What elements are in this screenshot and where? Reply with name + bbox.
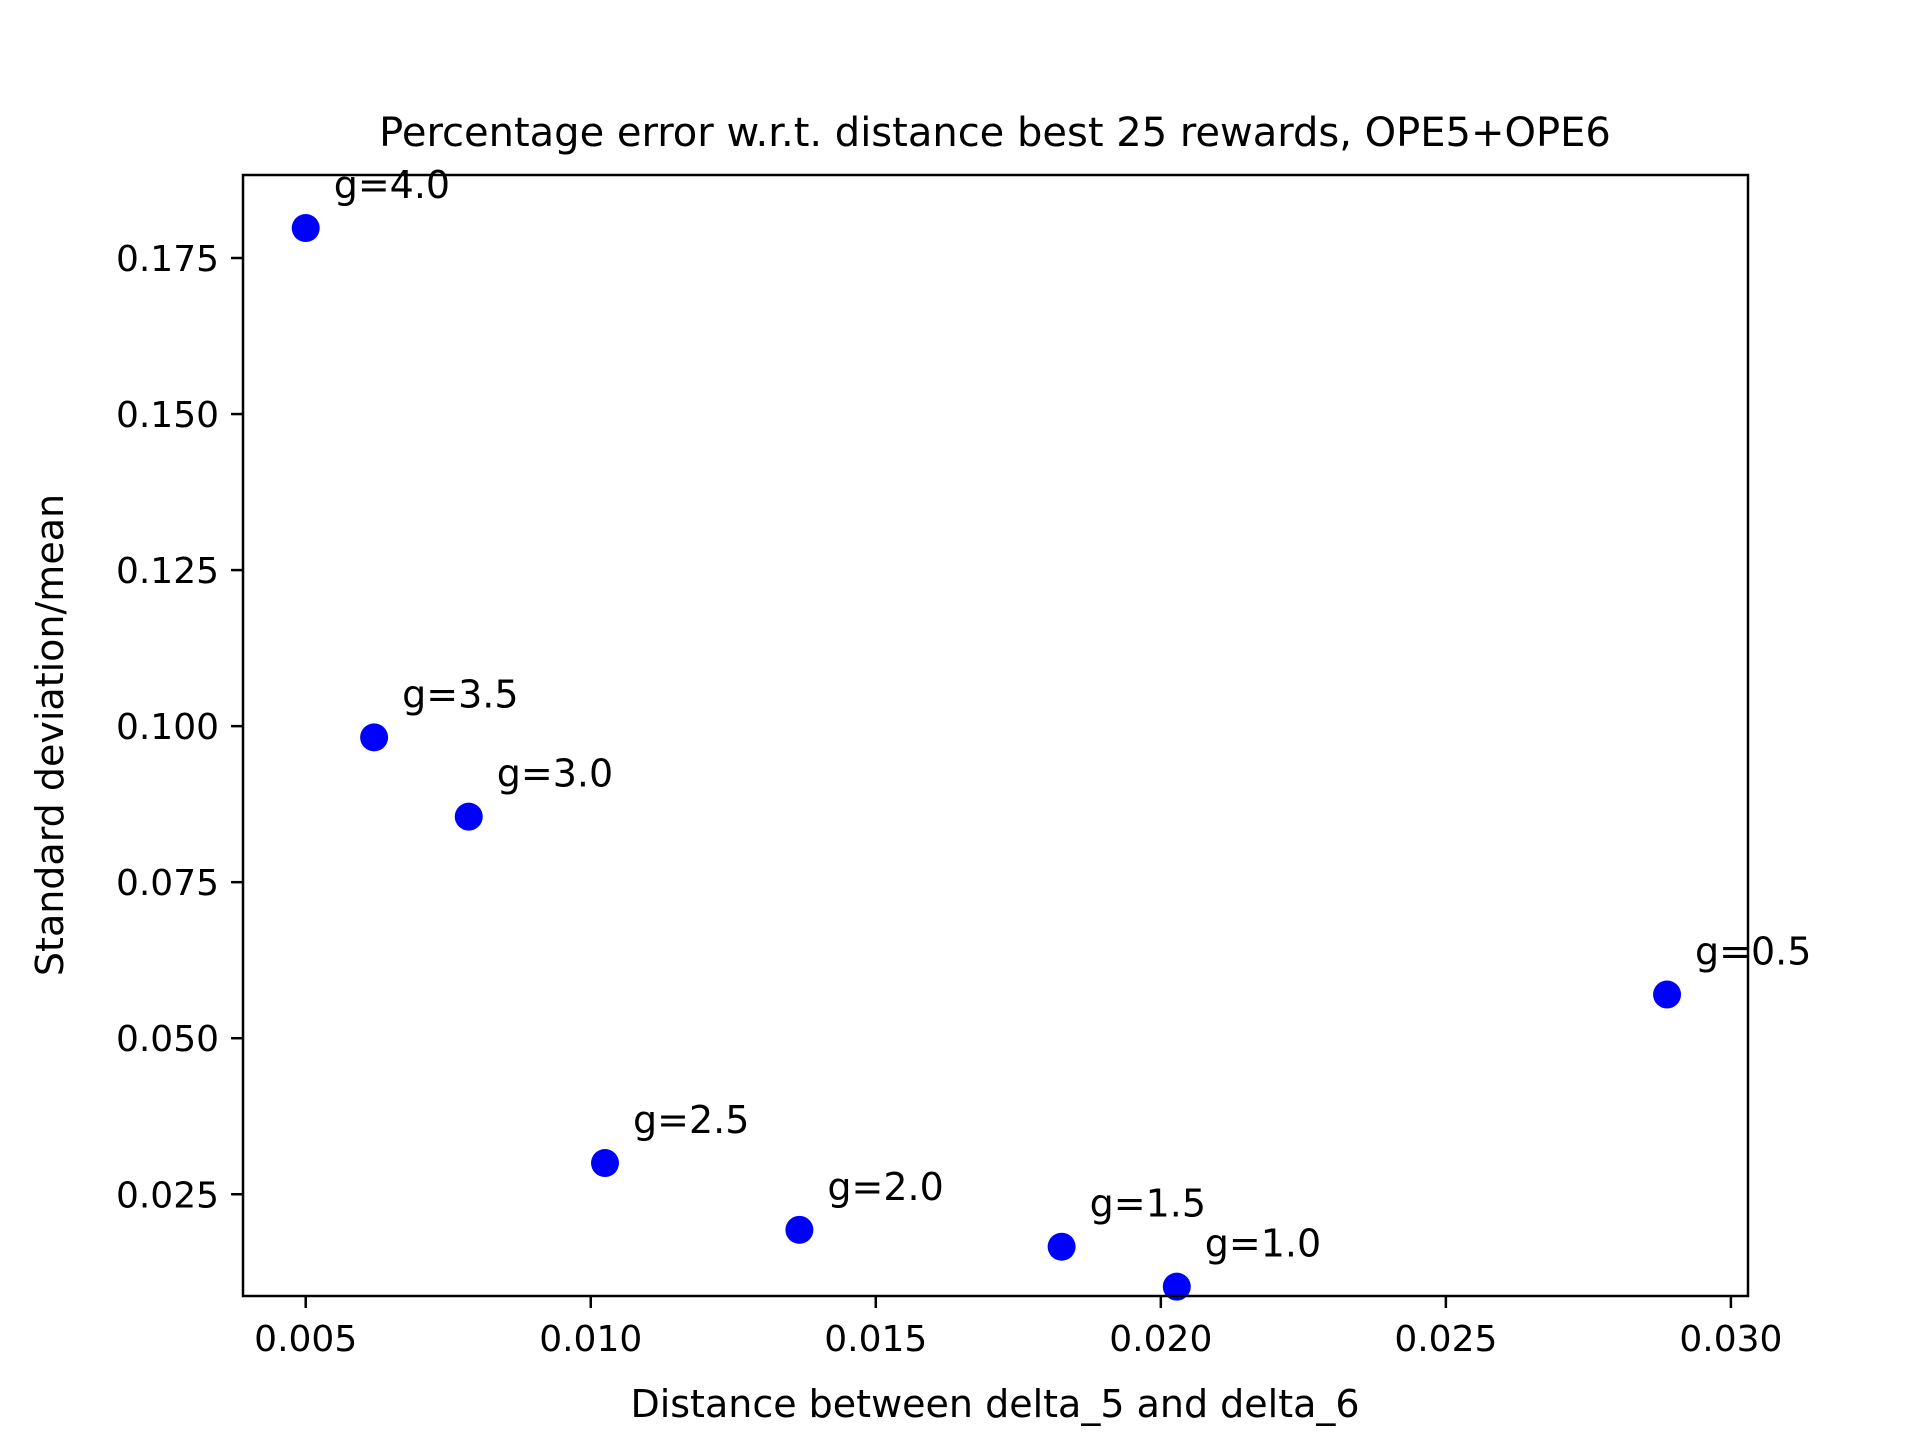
y-tick-label: 0.025 xyxy=(116,1175,219,1216)
data-point xyxy=(785,1215,814,1244)
ticks-layer: 0.005 0.010 0.015 0.020 0.025 0.030 0.025 0.050… xyxy=(116,239,1782,1360)
y-axis-label: Standard deviation/mean xyxy=(28,494,72,976)
data-point xyxy=(454,802,483,831)
data-point xyxy=(1653,980,1682,1009)
x-tick-label: 0.015 xyxy=(824,1319,927,1360)
x-axis-label: Distance between delta_5 and delta_6 xyxy=(630,1382,1359,1426)
point-label: g=3.0 xyxy=(497,752,613,796)
point-label: g=0.5 xyxy=(1695,930,1811,974)
data-point xyxy=(291,214,320,243)
x-tick-label: 0.025 xyxy=(1394,1319,1497,1360)
y-tick-label: 0.075 xyxy=(116,863,219,904)
data-point xyxy=(590,1149,619,1178)
data-point xyxy=(1162,1272,1191,1301)
point-label: g=1.5 xyxy=(1090,1182,1206,1226)
x-tick-label: 0.010 xyxy=(539,1319,642,1360)
x-tick-label: 0.020 xyxy=(1109,1319,1212,1360)
y-tick-label: 0.050 xyxy=(116,1019,219,1060)
points-layer: g=4.0 g=3.5 g=3.0 g=2.5 g=2.0 g=1.5g=1.0 g=0.5 xyxy=(291,163,1811,1301)
y-tick-label: 0.150 xyxy=(116,395,219,436)
y-tick-label: 0.100 xyxy=(116,707,219,748)
chart-title: Percentage error w.r.t. distance best 25… xyxy=(379,110,1611,156)
y-tick-label: 0.175 xyxy=(116,239,219,280)
point-label: g=3.5 xyxy=(402,672,518,716)
data-point xyxy=(360,723,389,752)
point-label: g=2.0 xyxy=(827,1165,943,1209)
point-label: g=1.0 xyxy=(1205,1222,1321,1266)
data-point xyxy=(1047,1232,1076,1261)
y-tick-label: 0.125 xyxy=(116,551,219,592)
plot-area-frame xyxy=(241,173,1750,1298)
x-tick-label: 0.030 xyxy=(1679,1319,1782,1360)
point-label: g=2.5 xyxy=(633,1098,749,1142)
point-label: g=4.0 xyxy=(334,163,450,207)
x-tick-label: 0.005 xyxy=(254,1319,357,1360)
